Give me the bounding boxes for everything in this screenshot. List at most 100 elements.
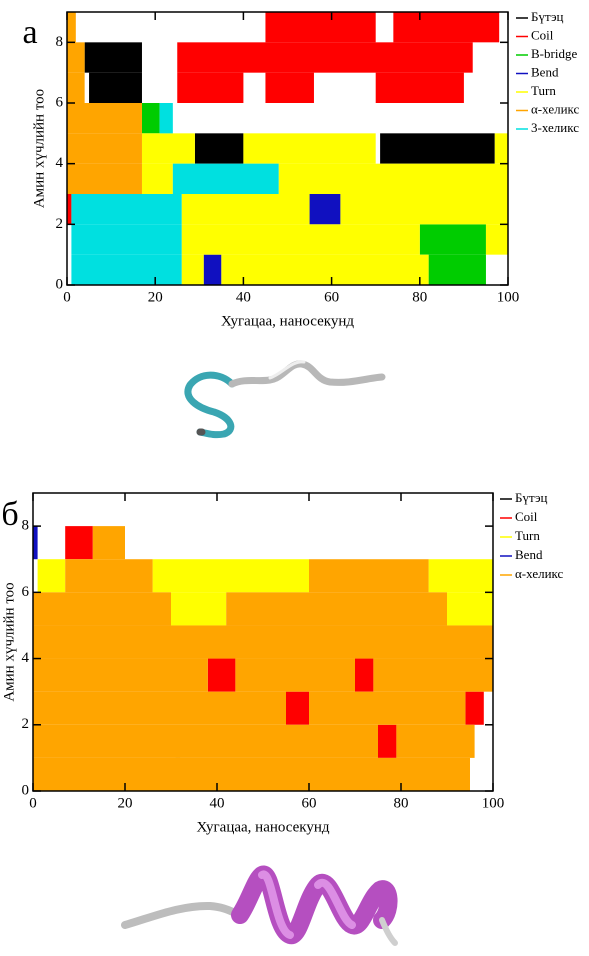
structure-block xyxy=(309,691,466,725)
y-tick-label: 4 xyxy=(56,155,64,171)
structure-block xyxy=(203,254,222,285)
structure-block xyxy=(33,592,171,626)
y-tick-label: 0 xyxy=(22,782,30,798)
structure-block xyxy=(428,254,486,285)
structure-block xyxy=(177,42,473,73)
structure-block xyxy=(33,757,470,791)
y-tick-label: 2 xyxy=(56,216,64,232)
structure-block xyxy=(380,133,495,164)
legend-label: B-bridge xyxy=(531,46,577,61)
x-tick-label: 20 xyxy=(148,289,163,305)
legend-label: Бүтэц xyxy=(515,490,548,505)
x-tick-label: 60 xyxy=(302,795,317,811)
legend-label: Coil xyxy=(515,509,538,524)
y-axis-label: Амин хүчлийн тоо xyxy=(31,89,47,208)
structure-block xyxy=(309,559,429,593)
y-tick-label: 2 xyxy=(22,716,30,732)
structure-block xyxy=(67,163,142,194)
structure-block xyxy=(84,42,142,73)
x-tick-label: 80 xyxy=(412,289,427,305)
chart: 0 20 40 60 80 100 0 2 4 6 8 Хугацаа, наносекунд Амин… xyxy=(22,9,579,329)
structure-block xyxy=(226,592,447,626)
structure-block xyxy=(33,526,38,560)
legend-label: α-хеликс xyxy=(531,101,580,116)
structure-block xyxy=(71,224,182,255)
y-tick-label: 4 xyxy=(22,650,30,666)
structure-block xyxy=(71,194,182,225)
structure-block xyxy=(141,133,195,164)
structure-block xyxy=(171,592,227,626)
y-tick-label: 8 xyxy=(56,34,64,50)
structure-block xyxy=(67,194,72,225)
structure-block xyxy=(278,163,508,194)
structure-block xyxy=(378,724,397,758)
structure-block xyxy=(181,194,310,225)
x-axis-label: Хугацаа, наносекунд xyxy=(221,313,354,329)
y-axis-label: Амин хүчлийн тоо xyxy=(1,582,17,701)
structure-block xyxy=(373,658,493,692)
x-tick-label: 40 xyxy=(210,795,225,811)
legend-label: Turn xyxy=(531,83,556,98)
structure-block xyxy=(243,133,376,164)
structure-block xyxy=(393,12,500,43)
structure-block xyxy=(37,559,66,593)
protein-model-a xyxy=(184,360,386,439)
structure-block xyxy=(33,691,286,725)
structure-block xyxy=(71,254,182,285)
structure-block xyxy=(428,559,493,593)
structure-block xyxy=(419,224,486,255)
legend-label: Бүтэц xyxy=(531,9,564,24)
legend-label: Turn xyxy=(515,528,540,543)
legend-label: 3-хеликс xyxy=(531,120,579,135)
structure-block xyxy=(33,625,493,659)
structure-block xyxy=(265,12,376,43)
x-tick-label: 60 xyxy=(324,289,339,305)
structure-block xyxy=(141,163,173,194)
structure-block xyxy=(485,224,508,255)
x-tick-label: 100 xyxy=(497,289,520,305)
structure-block xyxy=(33,658,208,692)
legend-label: α-хеликс xyxy=(515,566,564,581)
x-tick-label: 20 xyxy=(118,795,133,811)
structure-block xyxy=(465,691,484,725)
structure-block xyxy=(159,103,173,134)
structure-block xyxy=(181,254,204,285)
structure-block xyxy=(375,72,464,103)
legend-label: Coil xyxy=(531,27,554,42)
structure-block xyxy=(447,592,493,626)
structure-block xyxy=(65,526,93,560)
x-axis-label: Хугацаа, наносекунд xyxy=(197,819,330,835)
y-tick-label: 0 xyxy=(56,276,64,292)
x-tick-label: 0 xyxy=(63,289,71,305)
structure-block xyxy=(141,103,160,134)
structure-block xyxy=(172,163,279,194)
structure-block xyxy=(221,254,429,285)
x-tick-label: 100 xyxy=(482,795,505,811)
structure-block xyxy=(92,526,125,560)
structure-block xyxy=(67,12,76,43)
structure-block xyxy=(67,42,85,73)
plot-frame xyxy=(66,11,509,286)
structure-block xyxy=(65,559,153,593)
structure-block xyxy=(67,133,142,164)
y-tick-label: 6 xyxy=(22,584,30,600)
structure-block xyxy=(194,133,244,164)
chart: 0 20 40 60 80 100 0 2 4 6 8 Хугацаа, наносекунд Амин… xyxy=(1,490,563,835)
panel-label: а xyxy=(22,14,37,51)
x-tick-label: 40 xyxy=(236,289,251,305)
y-tick-label: 6 xyxy=(56,94,64,110)
x-tick-label: 80 xyxy=(394,795,409,811)
structure-block xyxy=(33,724,378,758)
structure-block xyxy=(396,724,475,758)
structure-block xyxy=(67,103,142,134)
structure-block xyxy=(181,224,420,255)
y-tick-label: 8 xyxy=(22,518,30,534)
plot-frame xyxy=(32,492,494,792)
x-tick-label: 0 xyxy=(29,795,37,811)
structure-block xyxy=(207,658,236,692)
structure-block xyxy=(355,658,374,692)
structure-block xyxy=(152,559,309,593)
structure-block xyxy=(235,658,355,692)
structure-block xyxy=(265,72,314,103)
